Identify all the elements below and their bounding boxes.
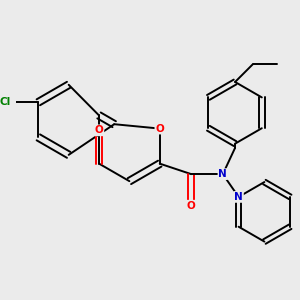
Text: Cl: Cl bbox=[0, 97, 11, 107]
Text: N: N bbox=[218, 169, 227, 179]
Text: N: N bbox=[234, 192, 243, 202]
Text: O: O bbox=[155, 124, 164, 134]
Text: O: O bbox=[95, 125, 103, 135]
Text: O: O bbox=[187, 201, 196, 211]
